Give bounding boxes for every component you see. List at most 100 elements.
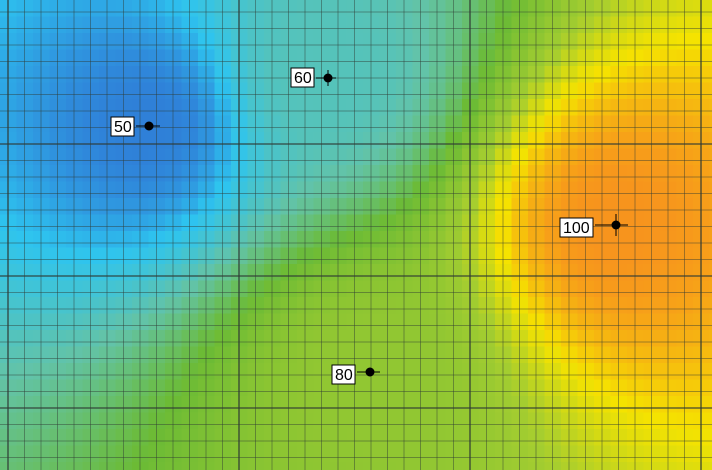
grid-cell (561, 297, 579, 315)
grid-cell (544, 330, 562, 348)
grid-cell (528, 280, 546, 298)
grid-cell (214, 132, 232, 150)
grid-cell (445, 198, 463, 216)
grid-cell (610, 148, 628, 166)
grid-cell (99, 363, 117, 381)
grid-cell (247, 379, 265, 397)
grid-cell (313, 462, 331, 470)
grid-cell (544, 429, 562, 447)
grid-cell (148, 16, 166, 34)
grid-cell (280, 231, 298, 249)
grid-cell (247, 0, 265, 18)
grid-cell (82, 264, 100, 282)
grid-cell (49, 99, 67, 117)
grid-cell (412, 148, 430, 166)
grid-cell (49, 82, 67, 100)
grid-cell (379, 33, 397, 51)
grid-cell (297, 33, 315, 51)
grid-cell (66, 115, 84, 133)
grid-cell (280, 297, 298, 315)
grid-cell (511, 0, 529, 18)
grid-cell (346, 247, 364, 265)
grid-cell (264, 165, 282, 183)
point-label: 50 (114, 119, 132, 136)
grid-cell (495, 297, 513, 315)
grid-cell (297, 231, 315, 249)
point-label: 100 (563, 220, 590, 237)
grid-cell (396, 313, 414, 331)
grid-cell (115, 66, 133, 84)
grid-cell (49, 297, 67, 315)
grid-cell (198, 165, 216, 183)
grid-cell (297, 462, 315, 470)
grid-cell (264, 82, 282, 100)
grid-cell (247, 214, 265, 232)
grid-cell (643, 231, 661, 249)
grid-cell (198, 462, 216, 470)
grid-cell (429, 462, 447, 470)
grid-cell (247, 181, 265, 199)
grid-cell (594, 445, 612, 463)
grid-cell (627, 462, 645, 470)
grid-cell (561, 49, 579, 67)
grid-cell (709, 198, 712, 216)
grid-cell (346, 66, 364, 84)
grid-cell (396, 181, 414, 199)
grid-cell (264, 99, 282, 117)
grid-cell (297, 445, 315, 463)
grid-cell (297, 132, 315, 150)
grid-cell (313, 181, 331, 199)
grid-cell (544, 115, 562, 133)
grid-cell (33, 0, 51, 18)
grid-cell (16, 49, 34, 67)
grid-cell (676, 49, 694, 67)
grid-cell (346, 82, 364, 100)
grid-cell (99, 264, 117, 282)
grid-cell (49, 412, 67, 430)
grid-cell (280, 247, 298, 265)
grid-cell (214, 445, 232, 463)
grid-cell (115, 198, 133, 216)
grid-cell (313, 148, 331, 166)
grid-cell (412, 330, 430, 348)
grid-cell (709, 313, 712, 331)
grid-cell (264, 33, 282, 51)
grid-cell (544, 379, 562, 397)
grid-cell (396, 33, 414, 51)
grid-cell (561, 16, 579, 34)
grid-cell (577, 462, 595, 470)
grid-cell (16, 214, 34, 232)
grid-cell (511, 214, 529, 232)
grid-cell (33, 297, 51, 315)
grid-cell (181, 115, 199, 133)
grid-cell (660, 313, 678, 331)
grid-cell (577, 82, 595, 100)
grid-cell (165, 231, 183, 249)
grid-cell (561, 412, 579, 430)
grid-cell (66, 330, 84, 348)
grid-cell (660, 49, 678, 67)
grid-cell (82, 231, 100, 249)
grid-cell (478, 429, 496, 447)
grid-cell (379, 379, 397, 397)
grid-cell (280, 16, 298, 34)
grid-cell (495, 181, 513, 199)
sample-point-50: 50 (110, 116, 160, 137)
grid-cell (198, 297, 216, 315)
grid-cell (264, 412, 282, 430)
grid-cell (198, 445, 216, 463)
grid-cell (429, 379, 447, 397)
grid-cell (709, 429, 712, 447)
grid-cell (363, 115, 381, 133)
grid-cell (214, 363, 232, 381)
grid-cell (247, 445, 265, 463)
grid-cell (379, 66, 397, 84)
grid-cell (297, 16, 315, 34)
grid-cell (181, 412, 199, 430)
grid-cell (115, 231, 133, 249)
grid-cell (99, 165, 117, 183)
grid-cell (115, 346, 133, 364)
grid-cell (297, 346, 315, 364)
grid-cell (511, 346, 529, 364)
grid-cell (115, 379, 133, 397)
